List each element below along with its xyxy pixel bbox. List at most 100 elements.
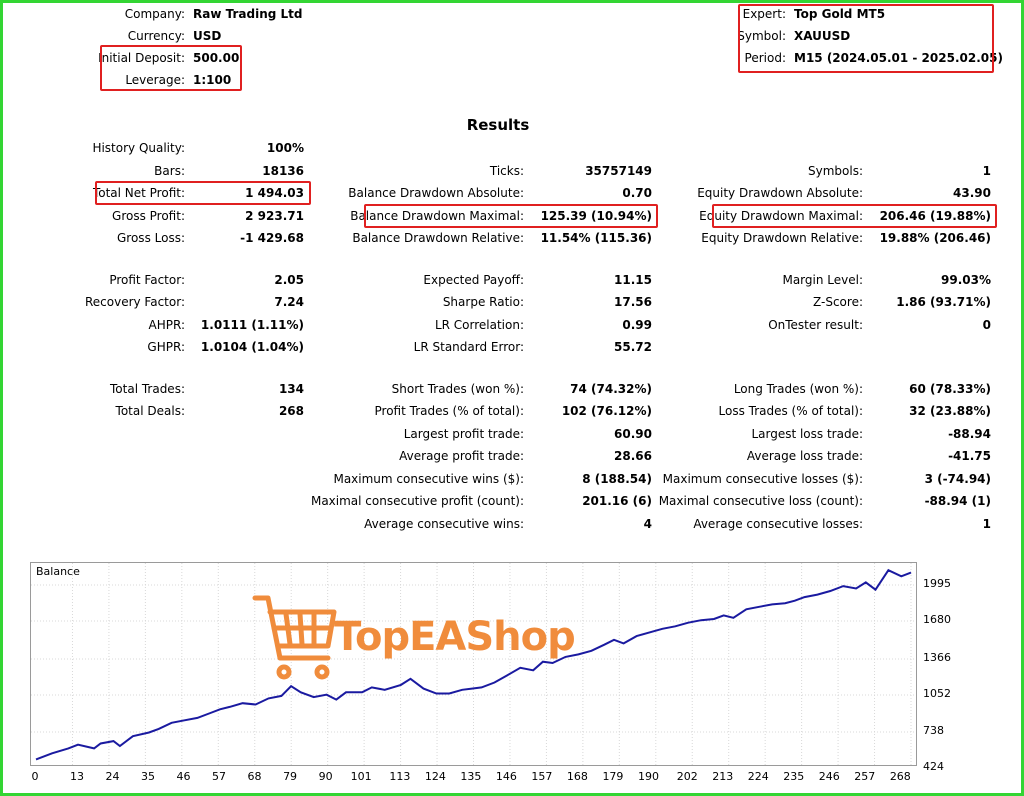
cart-icon [252,595,337,680]
col3-label: Z-Score: [813,295,863,309]
col2-row: Ticks: 35757149 [0,162,1024,180]
x-tick-label: 0 [31,770,39,783]
header-left-row: Company: Raw Trading Ltd [0,5,1024,23]
col1-label: Profit Factor: [109,273,185,287]
col2-label: Expected Payoff: [423,273,524,287]
col2-label: Largest profit trade: [403,427,524,441]
header-right-row: Symbol: XAUUSD [0,27,1024,45]
col3-value: 19.88% (206.46) [879,231,991,245]
x-tick-label: 168 [566,770,588,783]
col2-row: LR Correlation: 0.99 [0,316,1024,334]
col2-label: Average profit trade: [399,449,524,463]
col2-label: Maximum consecutive wins ($): [333,472,524,486]
col1-row: Bars: 18136 [0,162,1024,180]
y-tick-label: 1366 [923,651,951,664]
col1-row: Total Trades: 134 [0,380,1024,398]
col3-value: 1.86 (93.71%) [896,295,991,309]
header-right-value: XAUUSD [794,29,851,43]
col1-label: GHPR: [147,340,185,354]
col2-value: 17.56 [614,295,652,309]
col1-row: Total Deals: 268 [0,402,1024,420]
col2-value: 74 (74.32%) [570,382,652,396]
col2-row: Expected Payoff: 11.15 [0,271,1024,289]
x-tick-label: 157 [531,770,553,783]
col2-label: LR Standard Error: [413,340,524,354]
col2-label: Maximal consecutive profit (count): [310,494,524,508]
header-left-row: Currency: USD [0,27,1024,45]
header-left-label: Leverage: [125,73,185,87]
col3-label: Long Trades (won %): [733,382,863,396]
col3-label: Margin Level: [782,273,863,287]
col1-label: Total Trades: [110,382,185,396]
col2-value: 11.15 [614,273,652,287]
col2-row: Balance Drawdown Absolute: 0.70 [0,184,1024,202]
x-tick-label: 124 [424,770,446,783]
watermark-text: TopEAShop [334,614,576,660]
chart-title: Balance [36,565,80,578]
x-tick-label: 101 [350,770,372,783]
header-left-label: Company: [124,7,185,21]
x-tick-label: 213 [712,770,734,783]
balance-line [35,568,912,761]
header-left-label: Currency: [127,29,185,43]
x-tick-label: 246 [818,770,840,783]
header-left-row: Initial Deposit: 500.00 [0,49,1024,67]
col3-row: Average loss trade: -41.75 [0,447,1024,465]
y-tick-label: 1995 [923,577,951,590]
col3-label: Maximal consecutive loss (count): [658,494,863,508]
x-tick-label: 257 [854,770,876,783]
col2-value: 0.99 [622,318,652,332]
header-right-row: Expert: Top Gold MT5 [0,5,1024,23]
col1-value: -1 429.68 [240,231,304,245]
col2-row: Maximal consecutive profit (count): 201.1… [0,492,1024,510]
col1-value: 2.05 [274,273,304,287]
x-tick-label: 135 [460,770,482,783]
col3-value: 206.46 (19.88%) [879,209,991,223]
results-title: Results [466,116,530,134]
col1-value: 100% [266,141,304,155]
x-tick-label: 235 [783,770,805,783]
col1-label: History Quality: [92,141,185,155]
header-left-label: Initial Deposit: [98,51,185,65]
highlight-box-balance-drawdown [364,204,658,228]
y-tick-label: 1680 [923,613,951,626]
header-right-value: M15 (2024.05.01 - 2025.02.05) [794,51,1003,65]
col1-value: 134 [278,382,304,396]
col2-value: 55.72 [614,340,652,354]
col2-value: 4 [643,517,652,531]
col1-label: Gross Loss: [117,231,185,245]
col2-label: Profit Trades (% of total): [374,404,524,418]
col1-value: 1 494.03 [245,186,304,200]
col3-value: -88.94 (1) [924,494,991,508]
x-tick-label: 68 [247,770,262,783]
col2-row: Average consecutive wins: 4 [0,515,1024,533]
x-tick-label: 79 [283,770,298,783]
col2-label: Short Trades (won %): [391,382,524,396]
col2-value: 28.66 [614,449,652,463]
col2-row: Balance Drawdown Maximal: 125.39 (10.94%) [0,207,1024,225]
x-tick-label: 46 [176,770,191,783]
col2-value: 0.70 [622,186,652,200]
col3-row: Maximum consecutive losses ($): 3 (-74.94… [0,470,1024,488]
col3-label: Loss Trades (% of total): [718,404,864,418]
col3-row: Equity Drawdown Absolute: 43.90 [0,184,1024,202]
header-left-row: Leverage: 1:100 [0,71,1024,89]
col2-label: LR Correlation: [434,318,524,332]
col3-row: Equity Drawdown Relative: 19.88% (206.46) [0,229,1024,247]
col2-value: 125.39 (10.94%) [540,209,652,223]
col1-label: Bars: [154,164,185,178]
x-tick-label: 90 [318,770,333,783]
col2-row: Sharpe Ratio: 17.56 [0,293,1024,311]
col1-row: Gross Profit: 2 923.71 [0,207,1024,225]
highlight-box-equity-drawdown [712,204,997,228]
col3-row: Z-Score: 1.86 (93.71%) [0,293,1024,311]
col1-value: 1.0104 (1.04%) [200,340,304,354]
col2-row: LR Standard Error: 55.72 [0,338,1024,356]
col3-row: Margin Level: 99.03% [0,271,1024,289]
highlight-box-net-profit [95,181,311,205]
x-tick-label: 190 [637,770,659,783]
col2-label: Sharpe Ratio: [442,295,524,309]
col3-value: 3 (-74.94) [924,472,991,486]
y-tick-label: 738 [923,724,944,737]
col2-label: Balance Drawdown Maximal: [350,209,524,223]
